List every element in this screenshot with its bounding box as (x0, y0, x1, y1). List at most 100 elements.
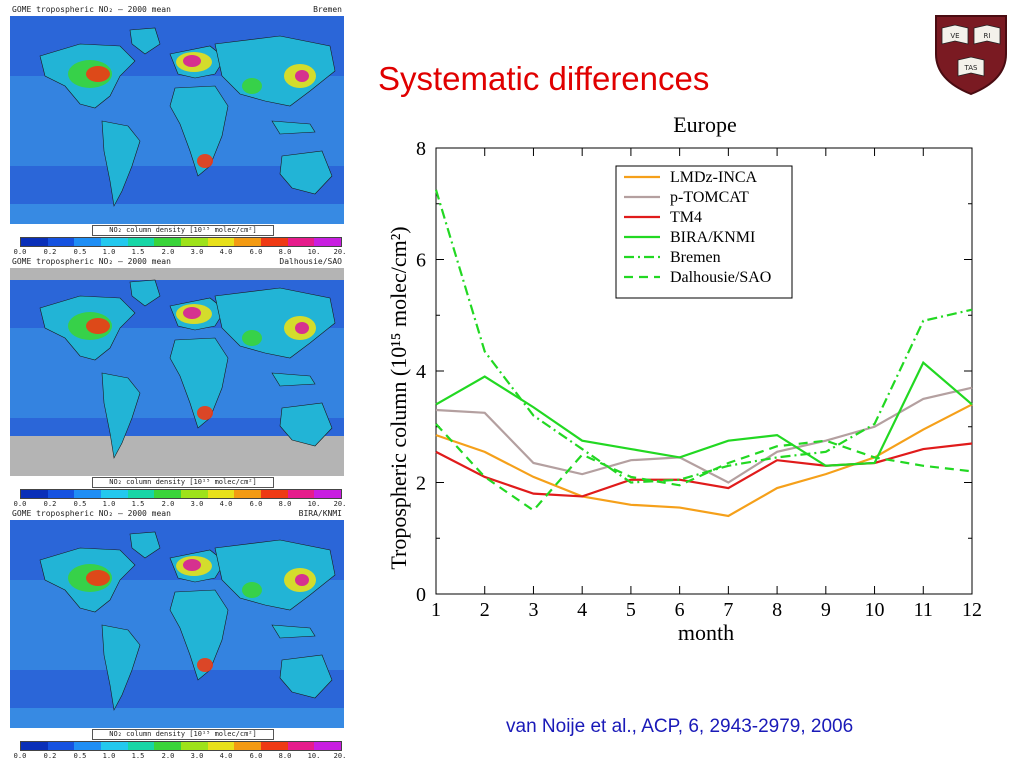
colorbar-swatch (127, 742, 155, 750)
colorbar-tick-label: 3.0 (190, 752, 204, 760)
y-tick-label: 6 (416, 250, 426, 272)
colorbar-tick-label: 0.2 (43, 500, 57, 508)
colorbar-tick-label: 0.0 (13, 500, 27, 508)
series-line-lmdz-inca (435, 403, 973, 518)
colorbar-swatch (21, 490, 48, 498)
colorbar-tick-label: 1.5 (131, 752, 145, 760)
colorbar-tick-label: 20. (333, 500, 347, 508)
colorbar-swatch (314, 742, 342, 750)
legend-label: p-TOMCAT (670, 189, 749, 206)
chart-title: Europe (673, 112, 737, 137)
colorbar-swatch (314, 238, 342, 246)
world-map (10, 520, 344, 728)
x-axis-label: month (678, 620, 734, 645)
map-header: GOME tropospheric NO₂ – 2000 mean Dalhous… (8, 256, 346, 268)
colorbar-ticks: 0.0 0.2 0.5 1.0 1.5 2.0 3.0 4.0 6.0 8.0 10. 20. (8, 499, 347, 509)
colorbar-tick-label: 0.5 (73, 752, 87, 760)
colorbar-tick-label: 0.2 (43, 752, 57, 760)
colorbar (20, 489, 342, 499)
colorbar-tick-label: 1.0 (102, 752, 116, 760)
x-tick-label: 11 (914, 599, 933, 621)
colorbar-swatch (101, 490, 128, 498)
colorbar-tick-label: 1.5 (131, 500, 145, 508)
colorbar-swatch (47, 490, 75, 498)
colorbar-swatch (101, 238, 128, 246)
y-tick-label: 4 (416, 361, 426, 383)
map-title: GOME tropospheric NO₂ – 2000 mean (12, 257, 171, 266)
colorbar-swatch (181, 238, 208, 246)
colorbar-swatch (207, 490, 235, 498)
colorbar-tick-label: 0.5 (73, 500, 87, 508)
y-axis-label: Tropospheric column (10¹⁵ molec/cm²) (386, 226, 411, 569)
no2-map-panel: GOME tropospheric NO₂ – 2000 mean Dalhous… (8, 256, 346, 509)
world-map (10, 16, 344, 224)
x-tick-label: 12 (962, 599, 982, 621)
colorbar-tick-label: 8.0 (278, 248, 292, 256)
series-line-bremen (434, 189, 973, 484)
y-tick-label: 8 (416, 138, 426, 160)
colorbar-tick-label: 20. (333, 248, 347, 256)
legend-label: LMDz-INCA (670, 169, 758, 186)
series-line-dalhousie-sao (435, 423, 973, 512)
colorbar-swatch (154, 238, 182, 246)
europe-line-chart: Europe 1 2 3 4 5 6 7 8 9 10 11 1202468LMDz-INCAp-TO… (386, 112, 982, 645)
map-title: GOME tropospheric NO₂ – 2000 mean (12, 5, 171, 14)
colorbar-tick-label: 6.0 (249, 752, 263, 760)
colorbar-tick-label: 4.0 (219, 248, 233, 256)
colorbar-swatch (47, 742, 75, 750)
map-header: GOME tropospheric NO₂ – 2000 mean BIRA/KN… (8, 508, 346, 520)
colorbar-swatch (234, 490, 262, 498)
colorbar-tick-label: 0.0 (13, 248, 27, 256)
colorbar-swatch (207, 238, 235, 246)
colorbar-swatch (47, 238, 75, 246)
colorbar-tick-label: 10. (307, 500, 321, 508)
colorbar-tick-label: 0.5 (73, 248, 87, 256)
series-line-bira-knmi (435, 360, 973, 467)
colorbar-swatch (127, 490, 155, 498)
colorbar-swatch (74, 238, 102, 246)
colorbar-title: NO₂ column density [10¹⁵ molec/cm²] (92, 225, 274, 236)
map-source-label: BIRA/KNMI (298, 509, 342, 518)
colorbar-tick-label: 10. (307, 248, 321, 256)
y-tick-label: 0 (416, 584, 426, 606)
colorbar (20, 237, 342, 247)
colorbar-swatch (154, 490, 182, 498)
x-tick-label: 1 (431, 599, 441, 621)
colorbar-tick-label: 0.0 (13, 752, 27, 760)
x-tick-label: 8 (772, 599, 782, 621)
colorbar-ticks: 0.0 0.2 0.5 1.0 1.5 2.0 3.0 4.0 6.0 8.0 10. 20. (8, 751, 347, 761)
x-tick-label: 4 (577, 599, 587, 621)
legend-label: Dalhousie/SAO (670, 269, 771, 286)
svg-text:VE: VE (950, 32, 959, 40)
colorbar-swatch (21, 238, 48, 246)
world-map (10, 268, 344, 476)
x-tick-label: 6 (675, 599, 685, 621)
y-tick-label: 2 (416, 473, 426, 495)
colorbar-swatch (287, 742, 315, 750)
colorbar-swatch (21, 742, 48, 750)
colorbar (20, 741, 342, 751)
map-source-label: Dalhousie/SAO (279, 257, 342, 266)
colorbar-swatch (74, 490, 102, 498)
colorbar-swatch (261, 742, 288, 750)
map-header: GOME tropospheric NO₂ – 2000 mean Bremen (8, 4, 346, 16)
legend-label: Bremen (670, 249, 721, 266)
colorbar-tick-label: 20. (333, 752, 347, 760)
colorbar-tick-label: 3.0 (190, 500, 204, 508)
map-source-label: Bremen (313, 5, 342, 14)
no2-map-panel: GOME tropospheric NO₂ – 2000 mean BIRA/KN… (8, 508, 346, 761)
colorbar-tick-label: 3.0 (190, 248, 204, 256)
colorbar-swatch (234, 742, 262, 750)
svg-text:RI: RI (984, 32, 991, 40)
colorbar-tick-label: 2.0 (161, 500, 175, 508)
harvard-crest-logo: VE RI TAS (935, 15, 1007, 96)
series-line-tm4 (435, 442, 973, 498)
x-tick-label: 2 (480, 599, 490, 621)
colorbar-tick-label: 2.0 (161, 248, 175, 256)
colorbar-swatch (207, 742, 235, 750)
series-line-p-tomcat (435, 386, 973, 484)
colorbar-swatch (154, 742, 182, 750)
x-tick-label: 3 (528, 599, 538, 621)
colorbar-swatch (234, 238, 262, 246)
colorbar-tick-label: 6.0 (249, 500, 263, 508)
